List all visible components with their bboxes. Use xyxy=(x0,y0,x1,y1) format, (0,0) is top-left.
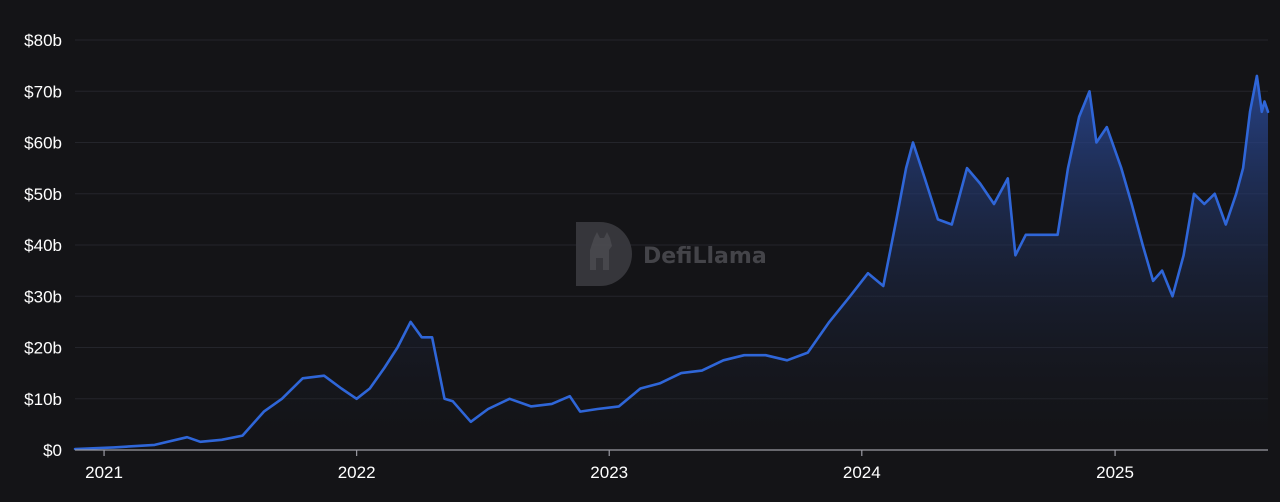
y-axis: $0 $10b $20b $30b $40b $50b $60b $70b $80b xyxy=(24,31,62,460)
watermark-text: DefiLlama xyxy=(643,244,767,269)
y-tick-label: $70b xyxy=(24,82,62,101)
x-tick-label: 2021 xyxy=(85,463,123,482)
x-tick-label: 2024 xyxy=(843,463,881,482)
y-tick-label: $50b xyxy=(24,185,62,204)
y-tick-label: $10b xyxy=(24,390,62,409)
defillama-watermark: DefiLlama xyxy=(576,222,767,286)
x-tick-label: 2022 xyxy=(338,463,376,482)
y-tick-label: $20b xyxy=(24,339,62,358)
y-tick-label: $30b xyxy=(24,287,62,306)
x-tick-label: 2023 xyxy=(590,463,628,482)
y-tick-label: $40b xyxy=(24,236,62,255)
grid-lines xyxy=(75,39,1268,400)
y-tick-label: $60b xyxy=(24,134,62,153)
series-line xyxy=(73,74,1270,451)
y-tick-label: $0 xyxy=(43,441,62,460)
x-axis: 2021 2022 2023 2024 2025 xyxy=(75,449,1268,482)
llama-icon xyxy=(590,232,612,270)
x-tick-label: 2025 xyxy=(1096,463,1134,482)
y-tick-label: $80b xyxy=(24,31,62,50)
series-area xyxy=(75,75,1268,451)
